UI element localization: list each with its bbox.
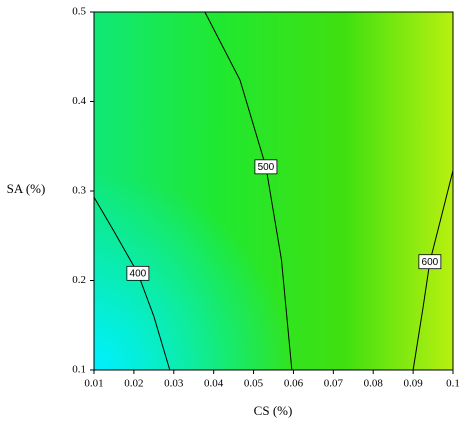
y-tick-label: 0.4 xyxy=(72,95,86,107)
contour-label-box xyxy=(126,265,150,281)
contour-label-box xyxy=(418,254,442,270)
x-tick-label: 0.09 xyxy=(403,378,423,390)
contour-label: 400 xyxy=(130,268,147,279)
x-tick-label: 0.04 xyxy=(204,378,224,390)
x-tick-label: 0.08 xyxy=(364,378,384,390)
x-tick-label: 0.05 xyxy=(244,378,264,390)
y-axis-title: SA (%) xyxy=(7,181,46,196)
x-tick-label: 0.01 xyxy=(84,378,103,390)
contour-field-shade xyxy=(94,12,453,370)
y-tick-label: 0.1 xyxy=(72,364,86,376)
y-tick-label: 0.5 xyxy=(72,6,86,18)
x-tick-label: 0.1 xyxy=(446,378,460,390)
y-tick-label: 0.2 xyxy=(72,274,86,286)
contour-label-box xyxy=(254,159,278,175)
x-tick-label: 0.06 xyxy=(284,378,304,390)
contour-label: 500 xyxy=(258,162,275,173)
x-tick-label: 0.03 xyxy=(164,378,184,390)
x-tick-label: 0.02 xyxy=(124,378,143,390)
x-tick-label: 0.07 xyxy=(324,378,344,390)
contour-label: 600 xyxy=(422,257,439,268)
y-tick-label: 0.3 xyxy=(72,185,86,197)
x-axis-title: CS (%) xyxy=(254,403,293,418)
